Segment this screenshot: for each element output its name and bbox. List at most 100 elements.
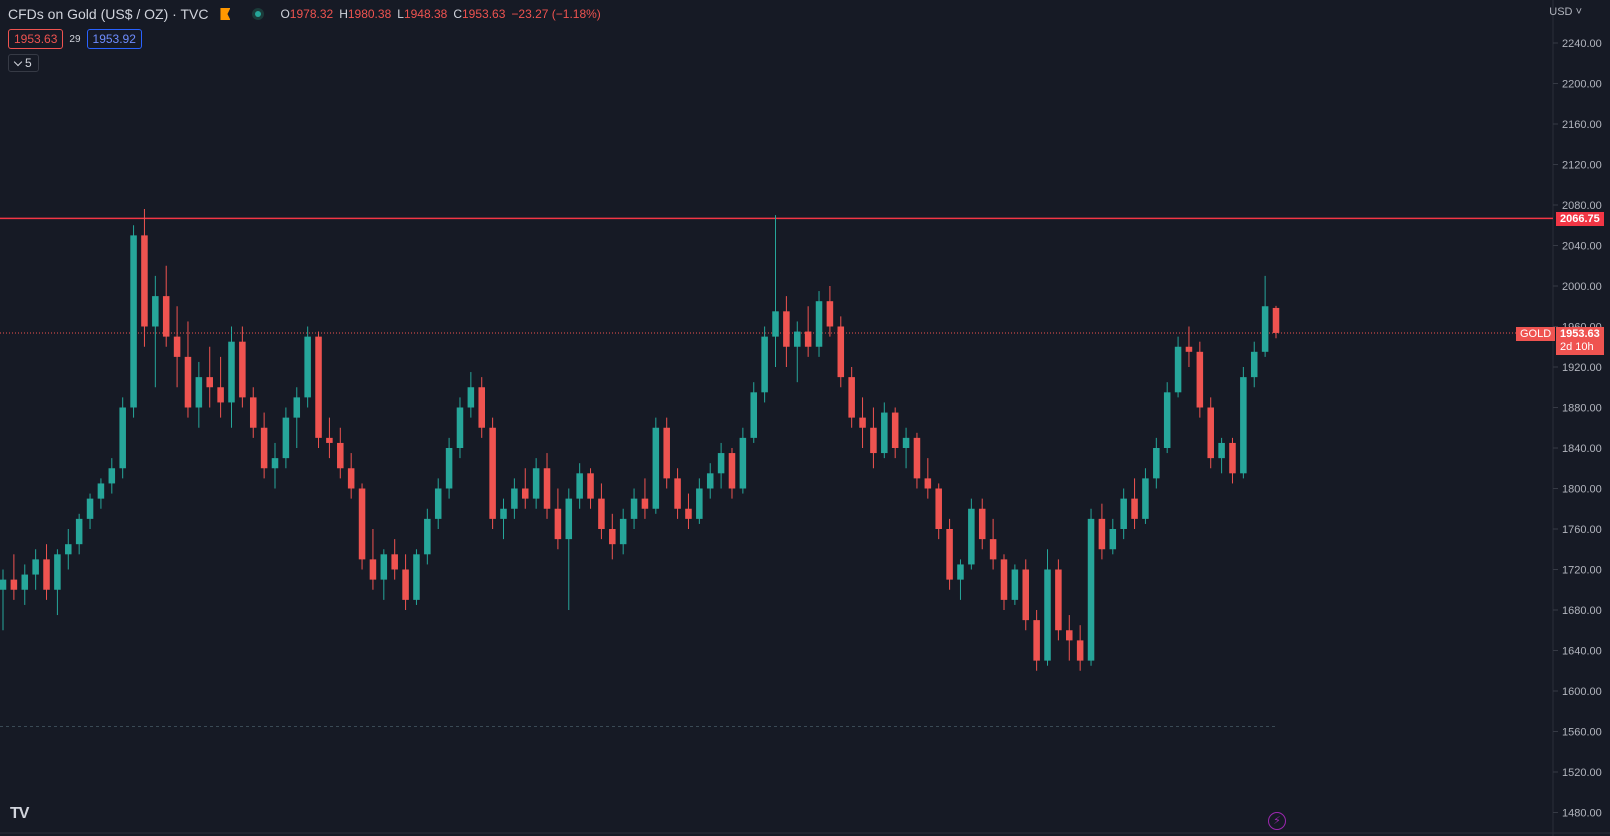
candle[interactable] bbox=[804, 306, 812, 357]
candle[interactable] bbox=[282, 407, 290, 469]
candle[interactable] bbox=[206, 346, 213, 408]
candle[interactable] bbox=[1142, 468, 1149, 524]
candle[interactable] bbox=[130, 225, 137, 418]
candle[interactable] bbox=[391, 539, 398, 580]
candle[interactable] bbox=[1131, 478, 1138, 529]
candle[interactable] bbox=[543, 453, 551, 519]
candle[interactable] bbox=[10, 554, 18, 600]
candle[interactable] bbox=[434, 478, 442, 529]
candle[interactable] bbox=[794, 321, 801, 383]
candle[interactable] bbox=[1000, 554, 1008, 610]
candle[interactable] bbox=[609, 513, 616, 560]
lightning-icon[interactable]: ⚡ bbox=[1268, 812, 1286, 830]
candle[interactable] bbox=[315, 331, 322, 448]
candle[interactable] bbox=[380, 549, 388, 600]
candle[interactable] bbox=[1098, 503, 1106, 560]
candle[interactable] bbox=[554, 488, 562, 550]
candle[interactable] bbox=[532, 458, 540, 509]
candle[interactable] bbox=[1109, 518, 1117, 555]
candle[interactable] bbox=[402, 554, 409, 610]
market-status-icon[interactable] bbox=[252, 8, 265, 20]
candle[interactable] bbox=[717, 442, 725, 489]
candle[interactable] bbox=[521, 468, 529, 509]
candle[interactable] bbox=[848, 367, 855, 428]
candle[interactable] bbox=[347, 453, 355, 499]
candle[interactable] bbox=[826, 286, 834, 337]
candle[interactable] bbox=[152, 275, 159, 388]
candle[interactable] bbox=[739, 427, 747, 494]
sell-price-button[interactable]: 1953.63 bbox=[8, 29, 64, 49]
candle[interactable] bbox=[761, 326, 768, 403]
candle[interactable] bbox=[706, 463, 714, 499]
candle[interactable] bbox=[75, 513, 83, 555]
candle[interactable] bbox=[815, 291, 823, 357]
candle[interactable] bbox=[119, 397, 126, 479]
candle[interactable] bbox=[239, 326, 246, 408]
symbol-title[interactable]: CFDs on Gold (US$ / OZ) · TVC bbox=[8, 6, 209, 22]
candle[interactable] bbox=[696, 478, 703, 524]
flag-icon[interactable] bbox=[220, 8, 231, 20]
candle[interactable] bbox=[728, 448, 736, 499]
candle[interactable] bbox=[86, 493, 94, 529]
candle[interactable] bbox=[674, 468, 681, 519]
candle[interactable] bbox=[1174, 336, 1182, 398]
tradingview-logo-icon[interactable]: TV bbox=[10, 805, 29, 822]
candle[interactable] bbox=[783, 296, 790, 367]
candle[interactable] bbox=[358, 483, 366, 570]
candle[interactable] bbox=[1207, 397, 1214, 469]
candle[interactable] bbox=[881, 402, 888, 459]
candle[interactable] bbox=[260, 412, 268, 479]
candle[interactable] bbox=[902, 427, 910, 469]
candle[interactable] bbox=[652, 417, 660, 514]
candle[interactable] bbox=[489, 417, 496, 529]
candle[interactable] bbox=[271, 442, 279, 489]
candle[interactable] bbox=[108, 458, 116, 494]
candle[interactable] bbox=[228, 326, 235, 428]
candle[interactable] bbox=[293, 387, 301, 448]
candle[interactable] bbox=[1240, 367, 1247, 479]
candle[interactable] bbox=[1218, 437, 1225, 474]
candle[interactable] bbox=[957, 559, 964, 600]
candle[interactable] bbox=[467, 372, 475, 418]
candle[interactable] bbox=[500, 498, 507, 540]
indicators-toggle-button[interactable]: 5 bbox=[8, 54, 39, 72]
candle[interactable] bbox=[1076, 625, 1084, 671]
candle[interactable] bbox=[924, 458, 932, 499]
candle[interactable] bbox=[870, 407, 877, 469]
candle[interactable] bbox=[445, 437, 453, 499]
candle[interactable] bbox=[576, 463, 583, 509]
candle[interactable] bbox=[598, 483, 605, 540]
candle[interactable] bbox=[173, 306, 181, 388]
candle[interactable] bbox=[369, 529, 377, 590]
candle[interactable] bbox=[32, 549, 39, 590]
candle[interactable] bbox=[217, 356, 224, 418]
candle[interactable] bbox=[891, 407, 899, 459]
candle[interactable] bbox=[184, 321, 192, 418]
candle[interactable] bbox=[54, 549, 61, 616]
candle[interactable] bbox=[641, 478, 649, 519]
candle[interactable] bbox=[1120, 488, 1127, 540]
candle[interactable] bbox=[1185, 326, 1193, 368]
candle[interactable] bbox=[326, 417, 333, 459]
candle[interactable] bbox=[413, 549, 420, 605]
candle[interactable] bbox=[304, 326, 311, 408]
candle[interactable] bbox=[935, 483, 942, 540]
candle[interactable] bbox=[1196, 341, 1204, 418]
candle[interactable] bbox=[249, 387, 257, 438]
candle[interactable] bbox=[772, 215, 779, 367]
candle[interactable] bbox=[141, 209, 148, 347]
candle[interactable] bbox=[1033, 610, 1040, 671]
candle[interactable] bbox=[1272, 305, 1280, 339]
candle[interactable] bbox=[989, 518, 997, 570]
buy-price-button[interactable]: 1953.92 bbox=[86, 29, 142, 49]
candle[interactable] bbox=[162, 265, 170, 347]
candle[interactable] bbox=[565, 488, 573, 611]
candle[interactable] bbox=[1261, 275, 1269, 357]
candle[interactable] bbox=[1022, 559, 1030, 631]
candle[interactable] bbox=[65, 529, 72, 570]
candle[interactable] bbox=[978, 498, 986, 550]
candle[interactable] bbox=[511, 478, 518, 519]
candle[interactable] bbox=[1011, 564, 1019, 605]
candle[interactable] bbox=[456, 397, 464, 459]
